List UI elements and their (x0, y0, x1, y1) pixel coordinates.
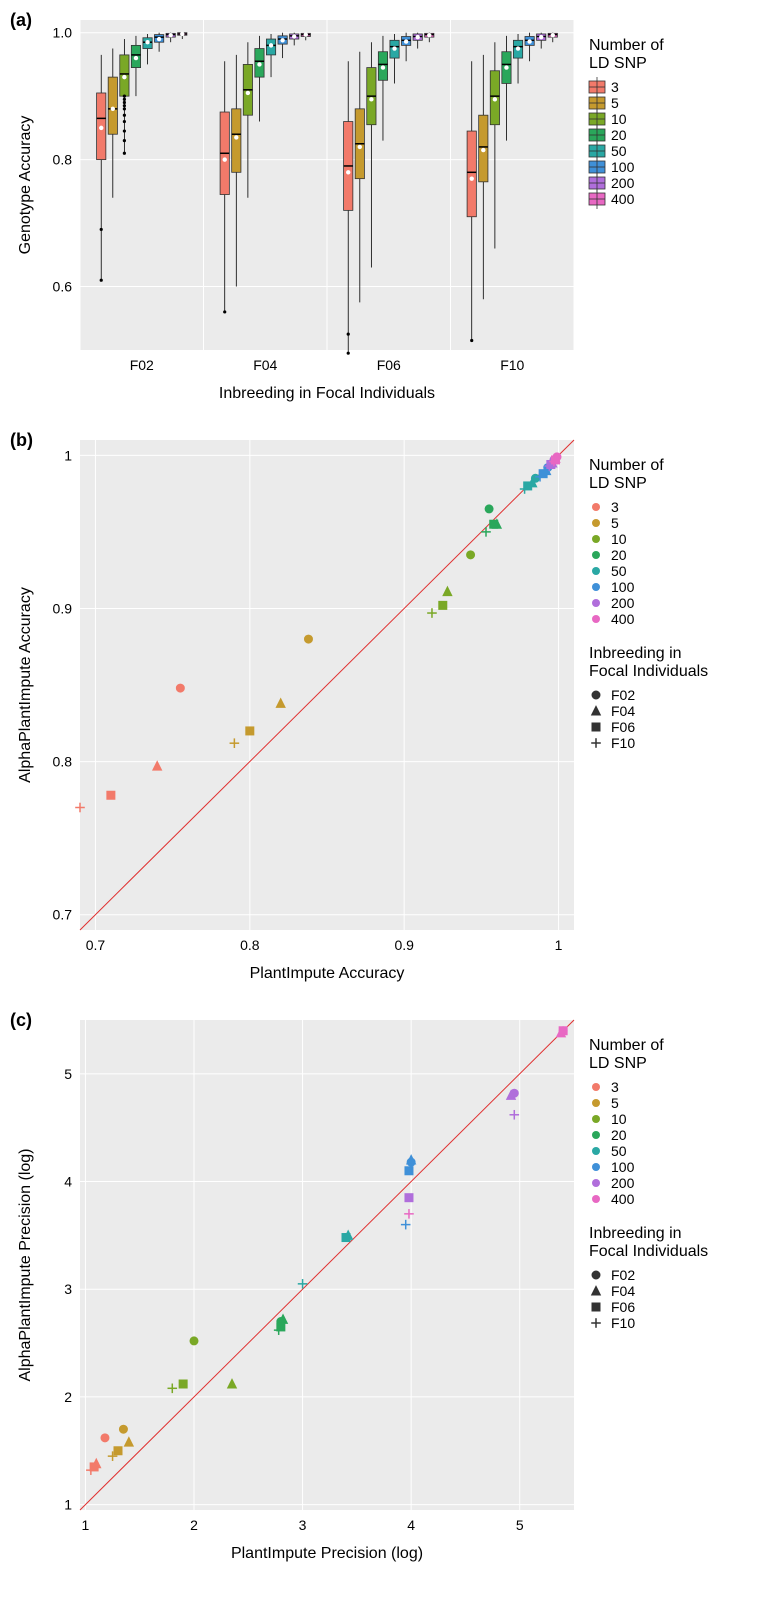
svg-text:Number of: Number of (589, 457, 664, 474)
svg-text:2: 2 (64, 1389, 72, 1405)
svg-text:5: 5 (611, 515, 619, 531)
svg-text:3: 3 (299, 1517, 307, 1533)
panel-a: (a) 0.6 0.8 1.0 F02 F04 F06 F10 Inbreeding in F… (10, 10, 764, 410)
svg-text:200: 200 (611, 175, 635, 191)
svg-text:10: 10 (611, 1111, 627, 1127)
svg-text:LD SNP: LD SNP (589, 55, 647, 72)
svg-text:5: 5 (611, 1095, 619, 1111)
svg-text:100: 100 (611, 579, 635, 595)
svg-text:0.7: 0.7 (86, 937, 106, 953)
svg-text:10: 10 (611, 531, 627, 547)
svg-text:Inbreeding in: Inbreeding in (589, 645, 682, 662)
svg-text:4: 4 (407, 1517, 415, 1533)
svg-text:0.8: 0.8 (240, 937, 260, 953)
svg-text:Focal Individuals: Focal Individuals (589, 663, 708, 680)
svg-text:1: 1 (82, 1517, 90, 1533)
svg-text:1.0: 1.0 (53, 25, 73, 41)
svg-text:F10: F10 (611, 1315, 635, 1331)
svg-text:400: 400 (611, 611, 635, 627)
svg-text:PlantImpute Precision (log): PlantImpute Precision (log) (231, 1545, 423, 1562)
svg-text:0.9: 0.9 (394, 937, 414, 953)
svg-text:F04: F04 (611, 1283, 635, 1299)
svg-text:50: 50 (611, 143, 627, 159)
panel-a-label: (a) (10, 10, 32, 31)
svg-text:20: 20 (611, 547, 627, 563)
svg-text:F10: F10 (500, 357, 524, 373)
svg-text:3: 3 (611, 499, 619, 515)
svg-text:AlphaPlantImpute Accuracy: AlphaPlantImpute Accuracy (17, 587, 34, 783)
svg-text:1: 1 (555, 937, 563, 953)
svg-text:LD SNP: LD SNP (589, 475, 647, 492)
svg-text:4: 4 (64, 1174, 72, 1190)
svg-text:Inbreeding in Focal Individual: Inbreeding in Focal Individuals (219, 385, 435, 402)
svg-text:Number of: Number of (589, 1037, 664, 1054)
boxplot-chart: 0.6 0.8 1.0 F02 F04 F06 F10 Inbreeding in Focal… (10, 10, 764, 410)
svg-text:10: 10 (611, 111, 627, 127)
svg-text:F06: F06 (611, 1299, 635, 1315)
svg-text:F02: F02 (611, 1267, 635, 1283)
svg-text:F04: F04 (253, 357, 277, 373)
svg-text:3: 3 (64, 1281, 72, 1297)
svg-text:PlantImpute Accuracy: PlantImpute Accuracy (250, 965, 405, 982)
scatter-chart-b: 0.7 0.8 0.9 1 0.7 0.8 0.9 1 PlantImpute Accuracy… (10, 430, 764, 990)
svg-text:5: 5 (64, 1066, 72, 1082)
svg-text:AlphaPlantImpute Precision (lo: AlphaPlantImpute Precision (log) (17, 1148, 34, 1381)
svg-text:5: 5 (516, 1517, 524, 1533)
svg-text:400: 400 (611, 1191, 635, 1207)
svg-text:F06: F06 (611, 719, 635, 735)
panel-c-label: (c) (10, 1010, 32, 1031)
svg-text:F06: F06 (377, 357, 401, 373)
svg-text:50: 50 (611, 1143, 627, 1159)
svg-text:0.9: 0.9 (53, 600, 73, 616)
svg-text:F10: F10 (611, 735, 635, 751)
svg-text:3: 3 (611, 1079, 619, 1095)
svg-text:F02: F02 (611, 687, 635, 703)
svg-text:3: 3 (611, 79, 619, 95)
svg-text:5: 5 (611, 95, 619, 111)
svg-text:1: 1 (64, 447, 72, 463)
svg-text:0.8: 0.8 (53, 754, 73, 770)
svg-text:400: 400 (611, 191, 635, 207)
svg-text:F02: F02 (130, 357, 154, 373)
svg-text:0.6: 0.6 (53, 279, 73, 295)
svg-text:2: 2 (190, 1517, 198, 1533)
svg-text:200: 200 (611, 595, 635, 611)
svg-text:Inbreeding in: Inbreeding in (589, 1225, 682, 1242)
svg-text:20: 20 (611, 1127, 627, 1143)
svg-text:100: 100 (611, 1159, 635, 1175)
svg-text:0.8: 0.8 (53, 152, 73, 168)
svg-text:Focal Individuals: Focal Individuals (589, 1243, 708, 1260)
svg-text:Genotype Accuracy: Genotype Accuracy (17, 116, 34, 255)
svg-text:F04: F04 (611, 703, 635, 719)
scatter-chart-c: 1 2 3 4 5 1 2 3 4 5 PlantImpute Precision (log) Alp… (10, 1010, 764, 1570)
panel-b: (b) 0.7 0.8 0.9 1 0.7 0.8 0.9 1 PlantImpute Accu… (10, 430, 764, 990)
svg-text:20: 20 (611, 127, 627, 143)
svg-text:1: 1 (64, 1497, 72, 1513)
panel-b-label: (b) (10, 430, 33, 451)
svg-text:50: 50 (611, 563, 627, 579)
svg-text:LD SNP: LD SNP (589, 1055, 647, 1072)
svg-text:Number of: Number of (589, 37, 664, 54)
svg-text:100: 100 (611, 159, 635, 175)
svg-text:200: 200 (611, 1175, 635, 1191)
panel-c: (c) 1 2 3 4 5 1 2 3 4 5 PlantImpute Precision (log… (10, 1010, 764, 1570)
svg-text:0.7: 0.7 (53, 907, 73, 923)
